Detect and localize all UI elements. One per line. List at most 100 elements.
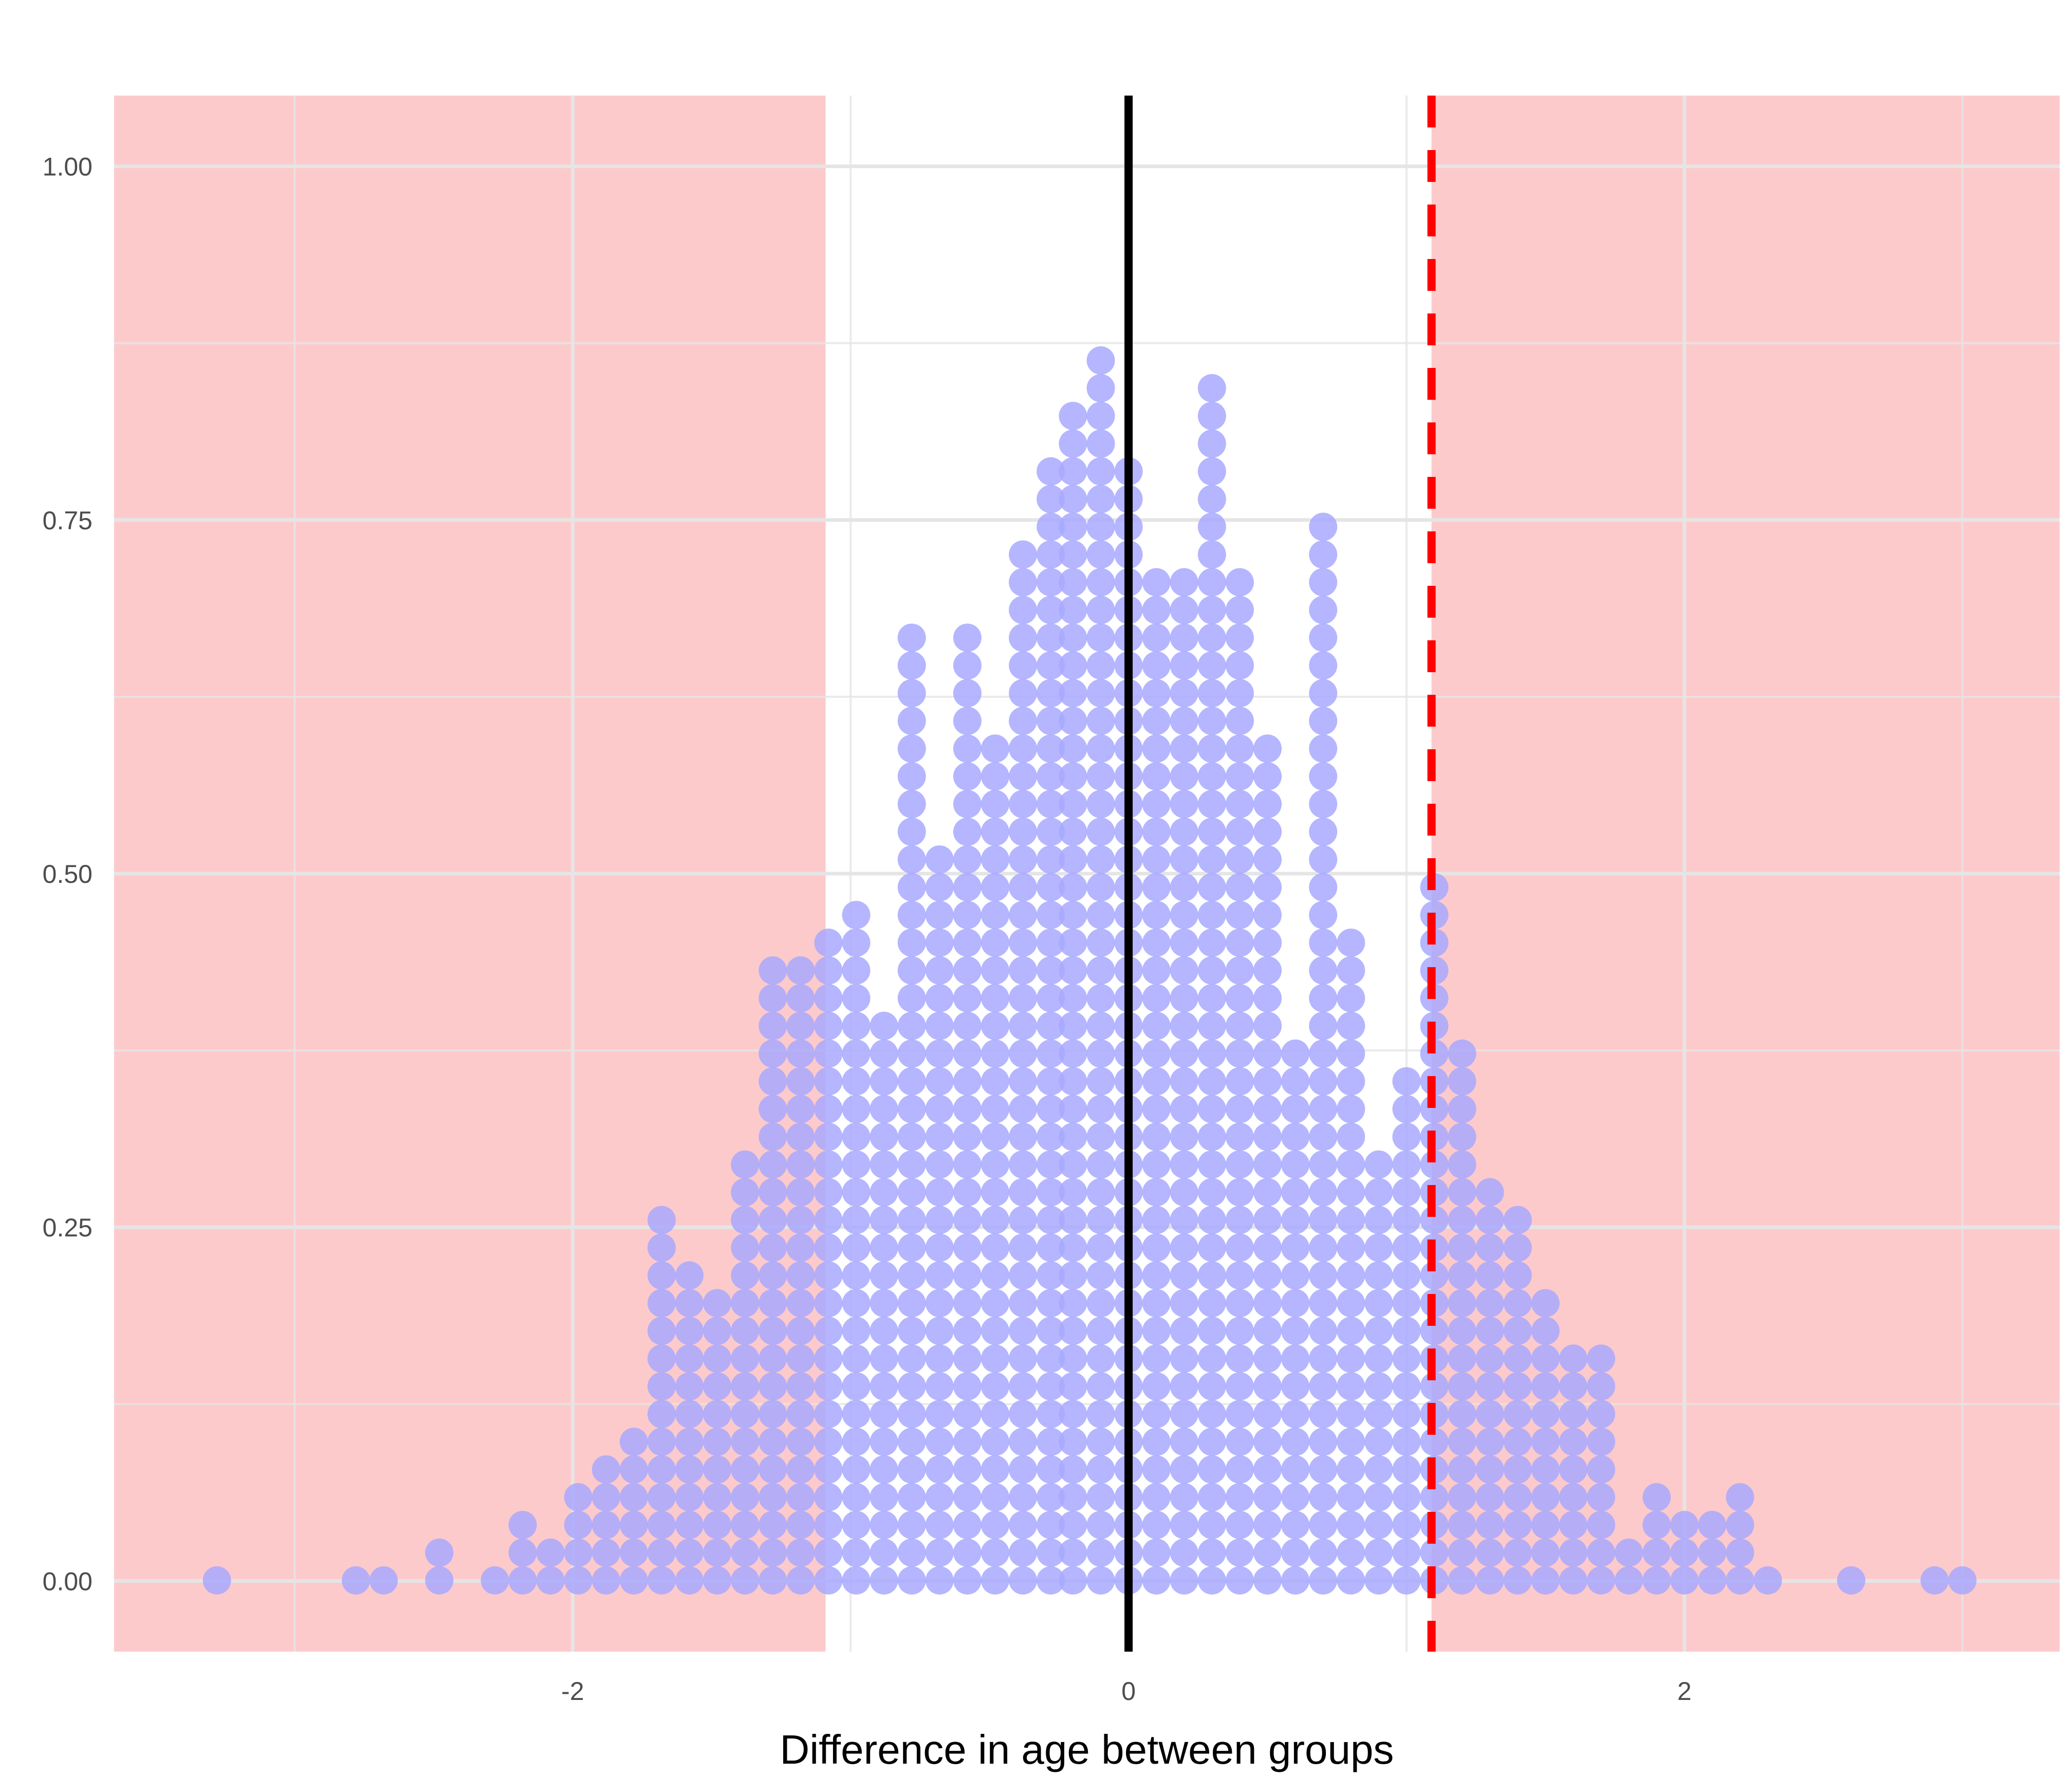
data-dot	[842, 1344, 871, 1373]
data-dot	[1392, 1289, 1421, 1318]
data-dot	[1281, 1317, 1310, 1345]
data-dot	[1170, 1122, 1198, 1151]
data-dot	[675, 1372, 704, 1401]
data-dot	[953, 1067, 982, 1096]
data-dot	[1009, 1400, 1038, 1429]
data-dot	[1309, 762, 1338, 791]
data-dot	[1197, 1289, 1226, 1318]
data-dot	[1253, 1372, 1282, 1401]
data-dot	[1225, 900, 1254, 930]
data-dot	[1170, 1095, 1198, 1123]
data-dot	[703, 1455, 732, 1484]
data-dot	[1309, 1233, 1338, 1262]
data-dot	[647, 1455, 676, 1484]
data-dot	[1170, 623, 1198, 652]
data-dot	[1086, 1538, 1115, 1567]
data-dot	[1531, 1538, 1560, 1567]
data-dot	[1086, 1150, 1115, 1179]
data-dot	[1253, 845, 1282, 874]
data-dot	[675, 1428, 704, 1456]
data-dot	[897, 762, 926, 791]
data-dot	[1392, 1178, 1421, 1207]
data-dot	[1037, 1455, 1065, 1484]
data-dot	[1197, 429, 1226, 458]
data-dot	[842, 1122, 871, 1151]
data-dot	[1059, 1150, 1087, 1179]
data-dot	[1337, 1289, 1365, 1318]
data-dot	[647, 1289, 676, 1318]
data-dot	[1225, 651, 1254, 680]
data-dot	[1587, 1344, 1616, 1373]
data-dot	[1253, 1261, 1282, 1290]
data-dot	[1448, 1233, 1476, 1262]
data-dot	[1503, 1206, 1532, 1234]
data-dot	[1197, 845, 1226, 874]
data-dot	[1448, 1372, 1476, 1401]
data-dot	[1086, 346, 1115, 375]
data-dot	[758, 1289, 787, 1318]
data-dot	[1587, 1566, 1616, 1595]
data-dot	[1059, 1510, 1087, 1539]
data-dot	[869, 1233, 898, 1262]
data-dot	[1086, 1095, 1115, 1123]
data-dot	[953, 1039, 982, 1068]
data-dot	[1197, 1178, 1226, 1207]
data-dot	[786, 1483, 815, 1512]
data-dot	[1009, 1538, 1038, 1567]
data-dot	[1698, 1566, 1727, 1595]
data-dot	[814, 984, 843, 1012]
data-dot	[1281, 1122, 1310, 1151]
data-dot	[1448, 1095, 1476, 1123]
data-dot	[1009, 1510, 1038, 1539]
data-dot	[897, 1039, 926, 1068]
data-dot	[981, 1261, 1010, 1290]
data-dot	[731, 1455, 760, 1484]
data-dot	[897, 1400, 926, 1429]
tick-labels: -2 0 2 0.00 0.25 0.50 0.75 1.00	[43, 153, 1692, 1706]
data-dot	[758, 1011, 787, 1040]
data-dot	[1475, 1233, 1504, 1262]
data-dot	[1475, 1206, 1504, 1234]
data-dot	[758, 1566, 787, 1595]
data-dot	[1531, 1455, 1560, 1484]
data-dot	[1086, 1483, 1115, 1512]
data-dot	[1037, 1317, 1065, 1345]
data-dot	[703, 1317, 732, 1345]
data-dot	[703, 1344, 732, 1373]
data-dot	[1392, 1428, 1421, 1456]
data-dot	[981, 1400, 1010, 1429]
data-dot	[1059, 790, 1087, 819]
data-dot	[1448, 1483, 1476, 1512]
data-dot	[1475, 1538, 1504, 1567]
data-dot	[1253, 1095, 1282, 1123]
data-dot	[1281, 1483, 1310, 1512]
data-dot	[1503, 1233, 1532, 1262]
data-dot	[1559, 1510, 1588, 1539]
data-dot	[1337, 1039, 1365, 1068]
data-dot	[953, 900, 982, 930]
data-dot	[1587, 1455, 1616, 1484]
data-dot	[1086, 1122, 1115, 1151]
data-dot	[1309, 1428, 1338, 1456]
data-dot	[1642, 1483, 1671, 1512]
data-dot	[814, 1261, 843, 1290]
data-dot	[1197, 512, 1226, 541]
data-dot	[1503, 1400, 1532, 1429]
data-dot	[1197, 1400, 1226, 1429]
data-dot	[897, 1261, 926, 1290]
data-dot	[842, 928, 871, 957]
data-dot	[1420, 1372, 1449, 1401]
data-dot	[675, 1261, 704, 1290]
data-dot	[1337, 1178, 1365, 1207]
data-dot	[1309, 1289, 1338, 1318]
data-dot	[1531, 1483, 1560, 1512]
data-dot	[981, 1233, 1010, 1262]
data-dot	[564, 1538, 593, 1567]
data-dot	[758, 1400, 787, 1429]
data-dot	[1309, 1344, 1338, 1373]
data-dot	[1559, 1372, 1588, 1401]
data-dot	[1059, 1122, 1087, 1151]
data-dot	[814, 1011, 843, 1040]
data-dot	[1009, 1483, 1038, 1512]
